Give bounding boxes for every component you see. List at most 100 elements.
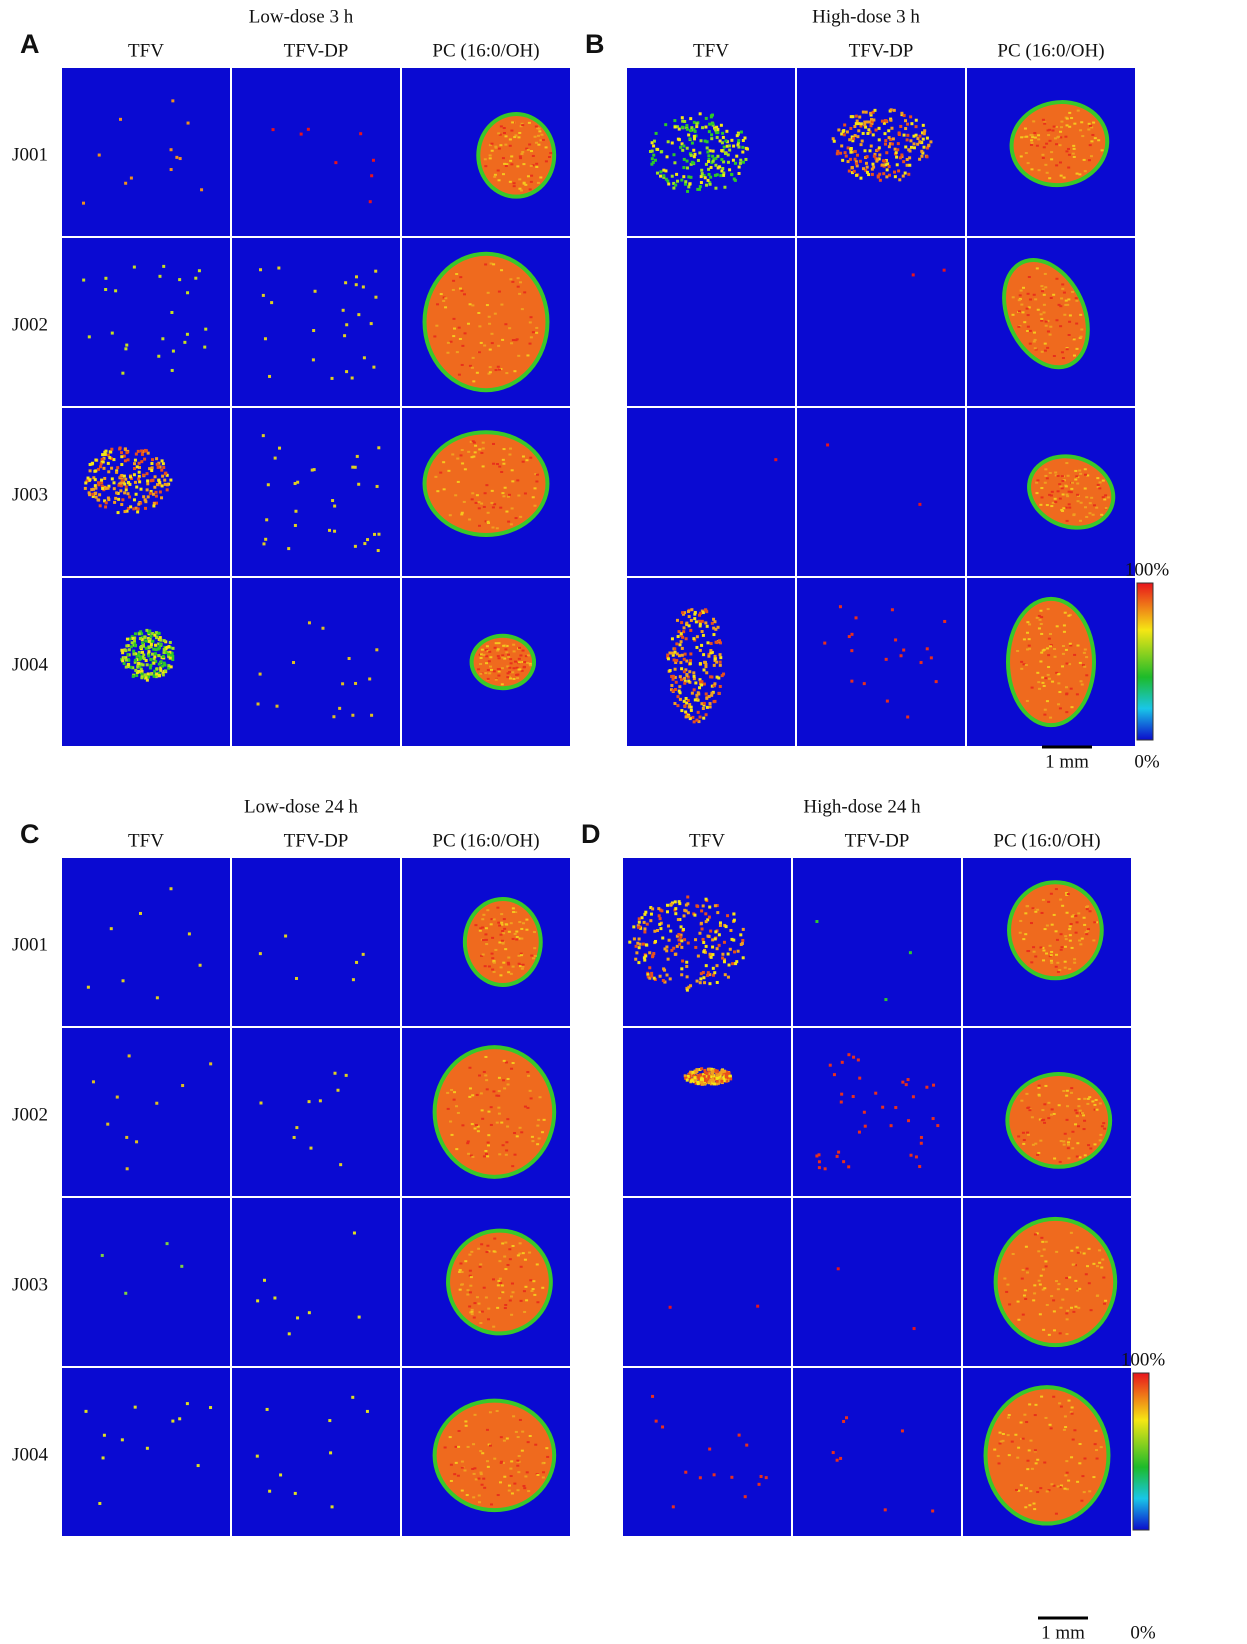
pixel [1037,1152,1040,1154]
pixel [497,1107,500,1109]
image-tile [623,858,791,1026]
pixel [1063,631,1066,633]
pixel [147,495,150,498]
pixel [872,133,875,136]
pixel [284,935,287,938]
pixel [1057,475,1060,477]
pixel [1038,688,1041,690]
tile-group [402,408,570,576]
pixel [493,670,496,672]
pixel [496,1410,499,1412]
pixel [669,669,672,672]
pixel [467,1446,470,1448]
image-tile [627,578,795,746]
pixel [510,973,513,975]
pixel [918,503,921,506]
pixel [725,925,728,928]
pixel [1041,912,1044,914]
pixel [661,937,664,940]
pixel [471,304,474,306]
pixel [374,296,377,299]
pixel [909,115,912,118]
pixel [509,448,512,450]
pixel [685,637,688,640]
pixel [532,957,535,959]
pixel [1068,928,1071,930]
pixel [907,1119,910,1122]
pixel [500,1461,503,1463]
pixel [1047,129,1050,131]
pixel [460,513,463,515]
pixel [936,1124,939,1127]
pixel [522,922,525,924]
image-tile [797,238,965,406]
pixel [675,173,678,176]
pixel [721,132,724,135]
pixel [710,642,713,645]
pixel [712,633,715,636]
pixel [472,1496,475,1498]
pixel [512,1062,515,1064]
pixel [704,912,707,915]
pixel [510,662,513,664]
pixel [487,512,490,514]
pixel [1030,142,1033,144]
pixel [905,1083,908,1086]
pixel [493,1458,496,1460]
pixel [638,917,641,920]
pixel [537,1119,540,1121]
pixel [467,1153,470,1155]
pixel [1078,470,1081,472]
pixel [912,135,915,138]
pixel [1057,682,1060,684]
pixel [687,133,690,136]
pixel [484,1150,487,1152]
pixel [1050,951,1053,953]
pixel [94,492,97,495]
pixel [700,139,703,142]
pixel [884,139,887,142]
pixel [511,507,514,509]
pixel [745,1444,748,1447]
pixel [689,129,692,132]
pixel [116,466,119,469]
pixel [503,448,506,450]
pixel [460,1284,463,1286]
pixel [477,312,480,314]
pixel [449,514,452,516]
pixel [689,662,692,665]
pixel [504,1307,507,1309]
pixel [452,280,455,282]
pixel [479,927,482,929]
pixel [535,327,538,329]
pixel [500,934,503,936]
pixel [519,1127,522,1129]
pixel [742,161,745,164]
pixel [902,649,905,652]
pixel [500,125,503,127]
pixel [1074,1280,1077,1282]
pixel [527,175,530,177]
pixel [680,939,683,942]
pixel [909,150,912,153]
pixel [1007,1434,1010,1436]
pixel [144,673,147,676]
image-tile [793,858,961,1026]
pixel [1030,961,1033,963]
pixel [497,345,500,347]
pixel [145,676,148,679]
pixel [1024,1289,1027,1291]
pixel [111,477,114,480]
pixel [262,294,265,297]
pixel [741,942,744,945]
pixel [837,128,840,131]
pixel [104,487,107,490]
pixel [92,1080,95,1083]
pixel [528,1252,531,1254]
pixel [521,1450,524,1452]
pixel [1042,959,1045,961]
pixel [143,458,146,461]
pixel [688,670,691,673]
pixel [99,504,102,507]
pixel [1065,1460,1068,1462]
